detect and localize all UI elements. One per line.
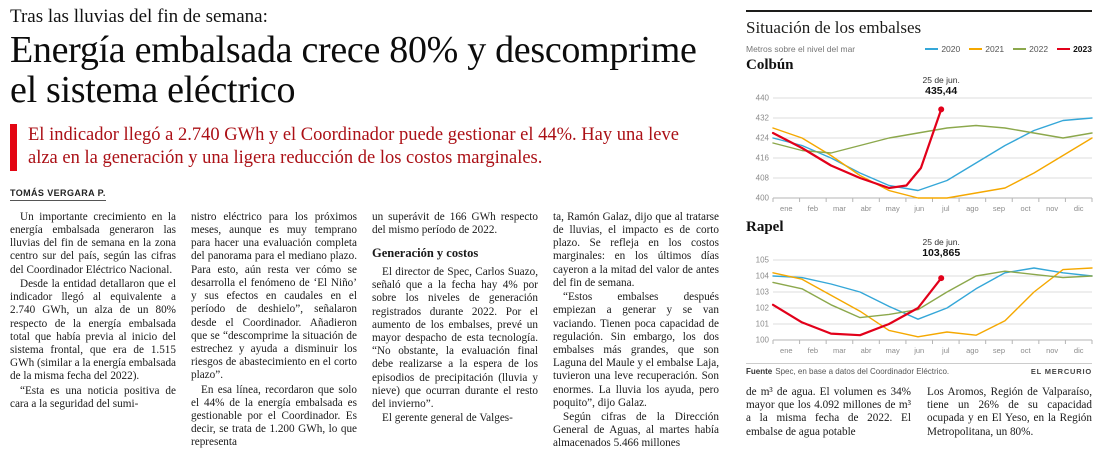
svg-text:25 de jun.: 25 de jun.: [923, 237, 960, 247]
article-continuation: de m³ de agua. El volumen es 34% mayor q…: [746, 386, 1092, 440]
column-3-top: un superávit de 166 GWh respecto del mis…: [372, 211, 538, 237]
svg-text:102: 102: [756, 304, 770, 313]
paragraph: Un importante crecimiento en la energía …: [10, 210, 176, 276]
svg-text:101: 101: [756, 320, 770, 329]
axis-unit-label: Metros sobre el nivel del mar: [746, 44, 856, 54]
legend-swatch-icon: [969, 47, 983, 51]
svg-text:dic: dic: [1074, 346, 1084, 355]
svg-text:abr: abr: [861, 204, 872, 213]
paragraph: Desde la entidad detallaron que el indic…: [10, 277, 176, 383]
legend-label: 2023: [1073, 44, 1092, 54]
rapel-chart-block: Rapel 100 101 102 103 104 105 ene feb mar abr may j…: [746, 219, 1093, 358]
article-column-6: Los Aromos, Región de Valparaíso, tiene …: [927, 386, 1092, 440]
article-column-4: ta, Ramón Galaz, dijo que al tratarse de…: [553, 211, 719, 465]
svg-text:jun: jun: [913, 204, 924, 213]
svg-text:408: 408: [756, 174, 770, 183]
legend-label: 2021: [985, 44, 1005, 54]
source-text: Fuente Spec, en base a datos del Coordina…: [746, 367, 949, 376]
chart-legend-row: Metros sobre el nivel del mar 2020 2021 20…: [746, 44, 1092, 54]
svg-text:nov: nov: [1046, 346, 1058, 355]
legend-swatch-icon: [925, 47, 939, 51]
article-area: Tras las lluvias del fin de semana: Ener…: [10, 6, 732, 476]
paragraph: “Esta es una noticia positiva de cara a …: [10, 384, 176, 410]
paragraph: En esa línea, recordaron que solo el 44%…: [191, 383, 357, 449]
svg-text:100: 100: [756, 336, 770, 345]
svg-text:may: may: [886, 204, 900, 213]
article-column-1: Un importante crecimiento en la energía …: [10, 211, 176, 465]
svg-text:nov: nov: [1046, 204, 1058, 213]
legend-items: 2020 2021 2022 2023: [925, 44, 1092, 54]
colbun-chart: 400 408 416 424 432 440 ene feb mar abr may jun jul a…: [756, 75, 1093, 213]
svg-text:424: 424: [756, 134, 770, 143]
svg-text:25 de jun.: 25 de jun.: [923, 75, 960, 85]
paragraph: “Estos embalses después empiezan a gener…: [553, 291, 719, 409]
column-3-bottom: El director de Spec, Carlos Suazo, señal…: [372, 266, 538, 426]
section-subhead: Generación y costos: [372, 246, 479, 261]
svg-text:jul: jul: [941, 204, 950, 213]
svg-text:103: 103: [756, 288, 770, 297]
paragraph: ta, Ramón Galaz, dijo que al tratarse de…: [553, 210, 719, 289]
svg-text:may: may: [886, 346, 900, 355]
svg-text:103,865: 103,865: [922, 247, 960, 259]
svg-text:feb: feb: [808, 346, 818, 355]
chart-panel: Situación de los embalses Metros sobre e…: [746, 10, 1093, 376]
legend-item-2023: 2023: [1057, 44, 1092, 54]
byline: TOMÁS VERGARA P.: [10, 188, 106, 201]
panel-title: Situación de los embalses: [746, 18, 922, 37]
source-label: Fuente: [746, 367, 773, 376]
legend-swatch-icon: [1013, 47, 1027, 51]
legend-swatch-icon: [1057, 47, 1071, 51]
newspaper-credit: EL MERCURIO: [1030, 367, 1092, 376]
kicker: Tras las lluvias del fin de semana:: [10, 6, 268, 27]
colbun-chart-title: Colbún: [746, 57, 794, 73]
svg-text:440: 440: [756, 94, 770, 103]
svg-text:mar: mar: [833, 204, 846, 213]
svg-text:104: 104: [756, 272, 770, 281]
svg-text:sep: sep: [993, 346, 1005, 355]
source-row: Fuente Spec, en base a datos del Coordina…: [746, 363, 1092, 376]
svg-text:jun: jun: [913, 346, 924, 355]
svg-text:432: 432: [756, 114, 770, 123]
rapel-chart-title: Rapel: [746, 219, 784, 235]
svg-text:ago: ago: [966, 346, 979, 355]
svg-text:400: 400: [756, 194, 770, 203]
infographic-panel: Situación de los embalses Metros sobre e…: [746, 6, 1093, 476]
rapel-chart: 100 101 102 103 104 105 ene feb mar abr may jun jul a…: [756, 237, 1093, 355]
paragraph: El gerente general de Valges-: [382, 412, 513, 425]
svg-text:dic: dic: [1074, 204, 1084, 213]
paragraph: un superávit de 166 GWh respecto del mis…: [372, 210, 538, 236]
paragraph: Según cifras de la Dirección General de …: [553, 411, 719, 450]
article-column-5: de m³ de agua. El volumen es 34% mayor q…: [746, 386, 911, 440]
source-detail: Spec, en base a datos del Coordinador El…: [775, 367, 950, 376]
article-column-3: un superávit de 166 GWh respecto del mis…: [372, 211, 538, 465]
paragraph: nistro eléctrico para los próximos meses…: [191, 210, 357, 382]
legend-label: 2022: [1029, 44, 1049, 54]
svg-text:105: 105: [756, 256, 770, 265]
paragraph: El director de Spec, Carlos Suazo, señal…: [372, 265, 538, 411]
svg-text:ene: ene: [780, 204, 793, 213]
legend-item-2020: 2020: [925, 44, 960, 54]
paragraph: de m³ de agua. El volumen es 34% mayor q…: [746, 386, 911, 438]
svg-text:feb: feb: [808, 204, 818, 213]
svg-text:ago: ago: [966, 204, 979, 213]
svg-text:jul: jul: [941, 346, 950, 355]
svg-text:416: 416: [756, 154, 770, 163]
legend-label: 2020: [941, 44, 961, 54]
svg-text:oct: oct: [1021, 346, 1032, 355]
paragraph: Los Aromos, Región de Valparaíso, tiene …: [927, 386, 1092, 438]
svg-text:ene: ene: [780, 346, 793, 355]
legend-item-2022: 2022: [1013, 44, 1048, 54]
legend-item-2021: 2021: [969, 44, 1004, 54]
svg-text:mar: mar: [833, 346, 846, 355]
headline: Energía embalsada crece 80% y descomprim…: [10, 29, 697, 111]
article-columns: Un importante crecimiento en la energía …: [10, 211, 732, 465]
svg-text:oct: oct: [1021, 204, 1032, 213]
svg-text:sep: sep: [993, 204, 1005, 213]
deck: El indicador llegó a 2.740 GWh y el Coor…: [10, 123, 710, 171]
svg-text:435,44: 435,44: [925, 85, 957, 97]
svg-text:abr: abr: [861, 346, 872, 355]
colbun-chart-block: Colbún 400 408 416 424 432 440 ene feb mar abr may…: [746, 57, 1093, 216]
article-column-2: nistro eléctrico para los próximos meses…: [191, 211, 357, 465]
